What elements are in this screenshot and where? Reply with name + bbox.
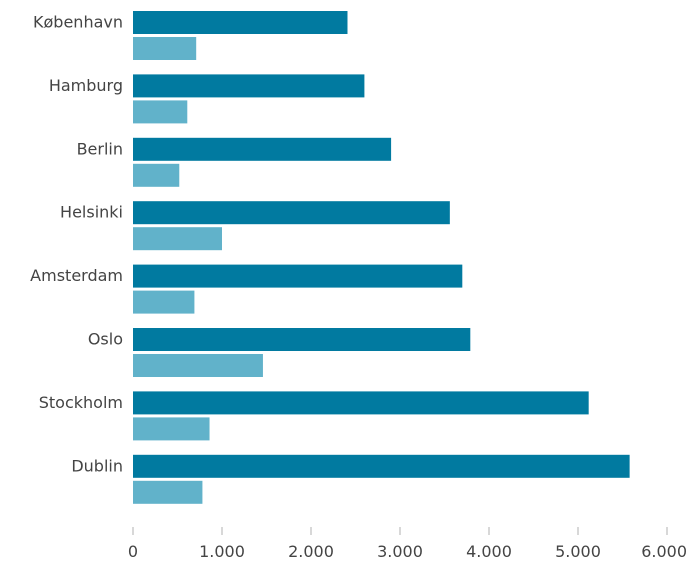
bar-berlin-series-2 (133, 163, 180, 187)
x-tick-label: 1.000 (199, 542, 245, 561)
x-tick-label: 6.000 (641, 542, 687, 561)
bar-amsterdam-series-1 (133, 264, 463, 288)
x-tick-label: 0 (128, 542, 138, 561)
category-label: Helsinki (60, 203, 123, 222)
category-label: Oslo (88, 330, 123, 349)
bar-stockholm-series-2 (133, 417, 210, 441)
x-tick-label: 3.000 (377, 542, 423, 561)
category-label: Berlin (77, 139, 123, 158)
bar-oslo-series-1 (133, 328, 471, 351)
category-labels: København Hamburg Berlin Helsinki Amsterdam O… (30, 13, 123, 476)
category-label: Hamburg (49, 76, 123, 95)
bar-k-benhavn-series-2 (133, 37, 197, 60)
bar-amsterdam-series-2 (133, 290, 195, 314)
bar-stockholm-series-1 (133, 391, 589, 415)
x-axis: 0 1.000 2.000 3.000 4.000 5.000 6.000 (128, 527, 687, 561)
bar-hamburg-series-1 (133, 74, 365, 98)
bar-k-benhavn-series-1 (133, 11, 348, 34)
bar-helsinki-series-1 (133, 201, 450, 225)
category-label: Dublin (71, 456, 123, 475)
category-label: Amsterdam (30, 266, 123, 285)
bar-berlin-series-1 (133, 137, 392, 161)
category-label: København (33, 13, 123, 32)
bar-dublin-series-2 (133, 480, 203, 504)
x-tick-label: 5.000 (555, 542, 601, 561)
category-label: Stockholm (39, 393, 123, 412)
x-tick-label: 2.000 (288, 542, 334, 561)
bars (133, 11, 630, 504)
bar-hamburg-series-2 (133, 100, 188, 124)
bar-oslo-series-2 (133, 354, 263, 377)
bar-dublin-series-1 (133, 454, 630, 478)
x-tick-label: 4.000 (466, 542, 512, 561)
bar-helsinki-series-2 (133, 227, 222, 251)
